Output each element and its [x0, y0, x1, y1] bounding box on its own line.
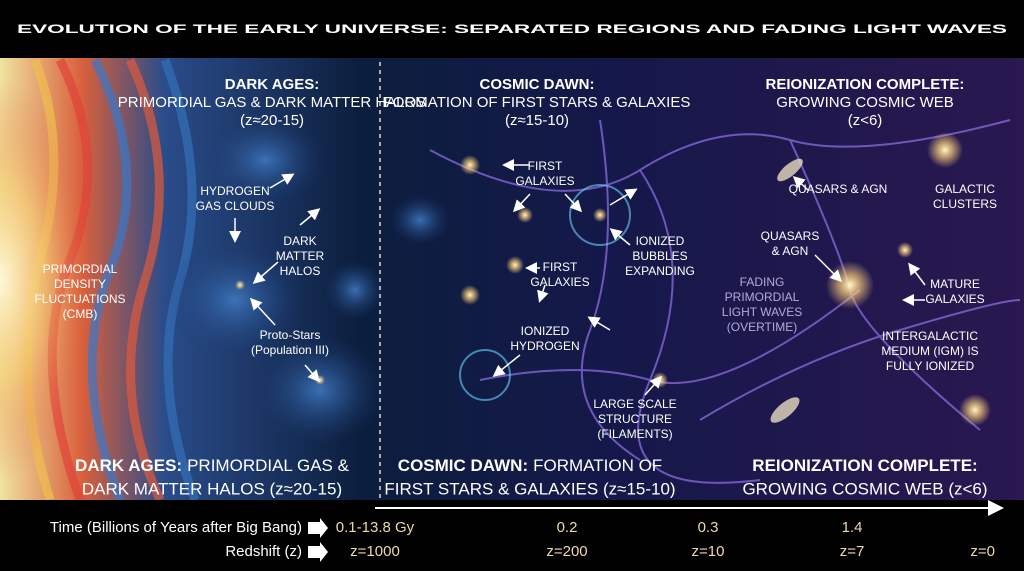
footer-text: PRIMORDIAL GAS &: [187, 456, 350, 475]
panel-footer: REIONIZATION COMPLETE:: [752, 456, 977, 475]
time-value: 1.4: [842, 519, 863, 536]
annotation: MATURE: [930, 277, 980, 291]
annotation: (OVERTIME): [727, 320, 797, 334]
annotation: PRIMORDIAL: [43, 262, 118, 276]
annotation: Proto-Stars: [260, 328, 321, 342]
annotation: QUASARS: [761, 229, 820, 243]
panel-header: PRIMORDIAL GAS & DARK MATTER HALOS: [118, 94, 426, 111]
panel-footer: FIRST STARS & GALAXIES (z≈15-10): [384, 479, 675, 498]
annotation: HYDROGEN: [510, 339, 579, 353]
footer-bold: COSMIC DAWN:: [398, 456, 528, 475]
panel-header: (z≈15-10): [505, 112, 569, 129]
annotation: GAS CLOUDS: [196, 199, 275, 213]
annotation: GALAXIES: [530, 275, 589, 289]
panel-header: REIONIZATION COMPLETE:: [766, 76, 965, 93]
time-arrow-icon: [308, 518, 328, 538]
time-value: 0.2: [557, 519, 578, 536]
redshift-value: z=10: [692, 543, 725, 560]
annotation: HALOS: [280, 264, 321, 278]
annotation: FADING: [740, 275, 785, 289]
redshift-value: z=7: [840, 543, 865, 560]
annotation: FULLY IONIZED: [886, 359, 975, 373]
panel-header: GROWING COSMIC WEB: [776, 94, 954, 111]
redshift-value: z=1000: [350, 543, 400, 560]
annotation: EXPANDING: [625, 264, 695, 278]
panel-footer: GROWING COSMIC WEB (z<6): [742, 479, 987, 498]
annotation: LARGE SCALE: [593, 397, 676, 411]
time-value: 0.3: [698, 519, 719, 536]
annotation: STRUCTURE: [598, 412, 672, 426]
time-value: 0.1-13.8 Gy: [336, 519, 415, 536]
panel-header: COSMIC DAWN:: [480, 76, 595, 93]
redshift-value: z=200: [546, 543, 587, 560]
cmb-glow: [0, 80, 90, 480]
annotation: FLUCTUATIONS: [34, 292, 125, 306]
annotation: (CMB): [63, 307, 98, 321]
footer-bold: REIONIZATION COMPLETE:: [752, 456, 977, 475]
annotation: & AGN: [772, 244, 809, 258]
title: EVOLUTION OF THE EARLY UNIVERSE: SEPARAT…: [17, 22, 1007, 36]
panel-footer: COSMIC DAWN: FORMATION OF: [398, 456, 662, 475]
annotation: GALAXIES: [925, 292, 984, 306]
redshift-value: z=0: [970, 543, 995, 560]
annotation: GALAXIES: [515, 174, 574, 188]
panel-header: DARK AGES:: [225, 76, 319, 93]
annotation: INTERGALACTIC: [882, 329, 978, 343]
annotation: IONIZED: [521, 324, 570, 338]
annotation: QUASARS & AGN: [789, 182, 888, 196]
panel-header: FORMATION OF FIRST STARS & GALAXIES: [384, 94, 691, 111]
annotation: GALACTIC: [935, 182, 995, 196]
annotation: DENSITY: [54, 277, 106, 291]
redshift-label: Redshift (z): [225, 543, 302, 560]
annotation: MATTER: [276, 249, 325, 263]
panel-header: (z<6): [848, 112, 883, 129]
panel-footer: DARK AGES: PRIMORDIAL GAS &: [75, 456, 350, 475]
timeline-band: [0, 500, 1024, 571]
annotation: IONIZED: [636, 234, 685, 248]
annotation: MEDIUM (IGM) IS: [881, 344, 978, 358]
annotation: FIRST: [528, 159, 563, 173]
annotation: BUBBLES: [632, 249, 687, 263]
annotation: FIRST: [543, 260, 578, 274]
annotation: HYDROGEN: [200, 184, 269, 198]
annotation: CLUSTERS: [933, 197, 997, 211]
galaxies: [235, 132, 991, 426]
annotation: PRIMORDIAL: [725, 290, 800, 304]
annotation: (Population III): [251, 343, 329, 357]
gas-clouds: [165, 115, 450, 445]
bubbles: [459, 184, 631, 401]
annotation: (FILAMENTS): [597, 427, 672, 441]
pointer-arrows: [229, 159, 926, 396]
panel-header: (z≈20-15): [240, 112, 304, 129]
time-label: Time (Billions of Years after Big Bang): [50, 519, 302, 536]
annotation: DARK: [283, 234, 316, 248]
footer-text: FORMATION OF: [533, 456, 662, 475]
annotation: LIGHT WAVES: [722, 305, 802, 319]
redshift-arrow-icon: [308, 542, 328, 562]
footer-bold: DARK AGES:: [75, 456, 182, 475]
panel-footer: DARK MATTER HALOS (z≈20-15): [82, 479, 342, 498]
